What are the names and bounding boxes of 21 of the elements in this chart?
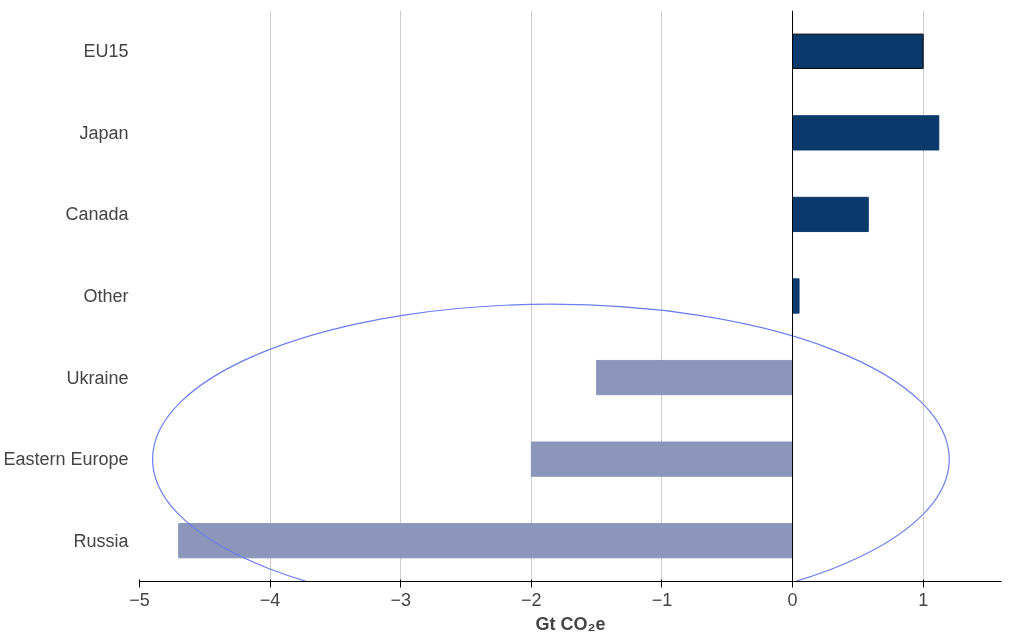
- x-tick-label: 1: [918, 589, 929, 610]
- x-tick-label: −2: [521, 589, 542, 610]
- y-tick-label: Japan: [79, 122, 129, 143]
- bar: [792, 278, 800, 314]
- y-tick-label: Other: [83, 286, 129, 306]
- x-tick-label: −5: [129, 589, 150, 610]
- x-tick-label: 0: [787, 589, 798, 610]
- y-tick-label: EU15: [83, 41, 129, 62]
- x-tick-label: −3: [390, 589, 411, 610]
- x-tick-label: −4: [259, 589, 281, 610]
- y-tick-label: Eastern Europe: [3, 449, 129, 470]
- bar: [596, 359, 794, 396]
- bar: [792, 115, 940, 151]
- y-tick-label: Russia: [73, 530, 130, 551]
- bar: [178, 523, 794, 559]
- x-tick-label: −1: [651, 589, 673, 610]
- bar: [792, 196, 869, 233]
- y-tick-label: Ukraine: [66, 367, 129, 388]
- y-tick-label: Canada: [65, 204, 130, 225]
- x-axis-title: Gt CO₂e: [535, 613, 606, 634]
- bar: [530, 441, 794, 477]
